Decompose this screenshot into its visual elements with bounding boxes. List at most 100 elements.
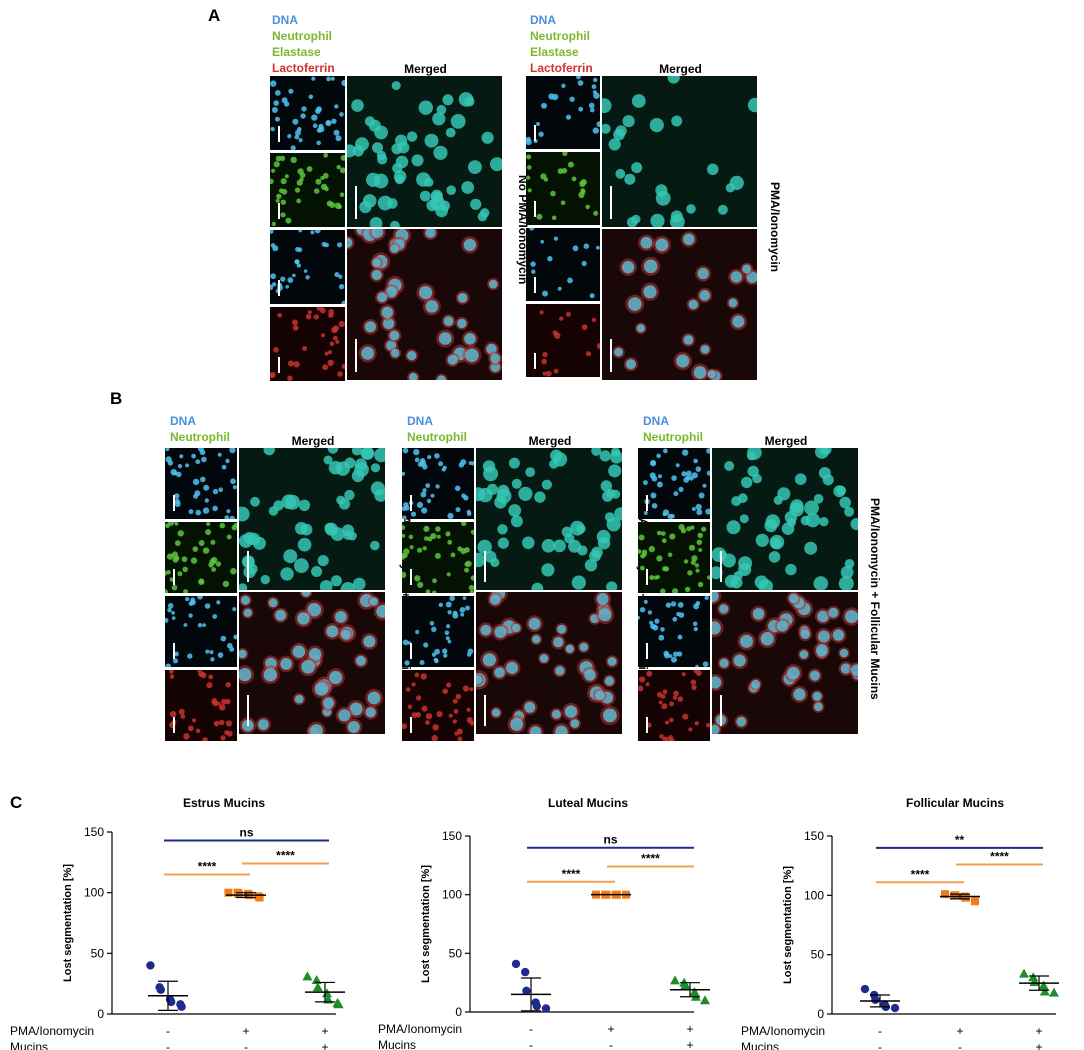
stain-legend: DNA Neutrophil Elastase Lactoferrin: [272, 12, 335, 76]
merged-lf-tile: [712, 592, 858, 734]
data-point: [1019, 968, 1029, 978]
significance-label: ns: [239, 825, 253, 839]
legend-lactoferrin: Lactoferrin: [272, 61, 335, 75]
merged-lf-tile: [239, 592, 385, 734]
data-point: [333, 999, 344, 1009]
dna-tile: [638, 448, 710, 519]
merged-lf-tile: [602, 229, 757, 380]
data-point: [323, 994, 334, 1004]
y-axis-label: Lost segmentation [%]: [782, 866, 794, 984]
chart-title: Follicular Mucins: [906, 796, 1004, 810]
elastase-tile: [270, 153, 345, 227]
mucins-sign: -: [166, 1040, 170, 1050]
data-point: [871, 995, 880, 1004]
mucins-sign: -: [609, 1038, 613, 1050]
scale-bar: [534, 353, 536, 369]
data-point: [941, 890, 949, 899]
data-point: [961, 893, 970, 902]
elastase-tile: [165, 522, 237, 593]
scale-bar: [534, 201, 536, 217]
mucins-sign: +: [686, 1038, 693, 1050]
data-point: [224, 888, 233, 897]
pma-sign: -: [878, 1024, 882, 1038]
dna-tile: [402, 448, 474, 519]
elastase-tile: [526, 152, 600, 225]
significance-label: ****: [198, 859, 217, 873]
scale-bar: [278, 280, 280, 296]
data-point: [234, 889, 243, 898]
significance-label: ****: [641, 852, 660, 866]
mucins-sign: -: [878, 1040, 882, 1050]
scale-bar: [173, 717, 175, 733]
merged-ne-tile: [239, 448, 385, 590]
dna-tile: [402, 596, 474, 667]
pma-sign: +: [607, 1022, 614, 1036]
lactoferrin-tile: [638, 670, 710, 741]
row-label-mucins: Mucins: [10, 1040, 48, 1050]
merged-ne-tile: [347, 76, 502, 227]
scale-bar: [278, 203, 280, 219]
legend-dna: DNA: [530, 13, 556, 27]
dna-tile: [526, 76, 600, 149]
y-axis-label: Lost segmentation [%]: [62, 864, 74, 982]
lactoferrin-tile: [526, 304, 600, 377]
y-tick-label: 150: [442, 829, 462, 843]
scale-bar: [355, 186, 357, 219]
y-axis-label: Lost segmentation [%]: [420, 865, 432, 983]
y-tick-label: 150: [84, 825, 104, 839]
lactoferrin-tile: [270, 307, 345, 381]
merged-lf-tile: [476, 592, 622, 734]
mucins-sign: +: [1035, 1040, 1042, 1050]
pma-sign: +: [242, 1024, 249, 1038]
significance-label: ****: [911, 867, 930, 881]
scale-bar: [646, 569, 648, 585]
data-point: [167, 997, 176, 1007]
data-point: [700, 995, 710, 1005]
scale-bar: [278, 357, 280, 373]
significance-label: ns: [603, 833, 617, 847]
y-tick-label: 0: [97, 1007, 104, 1021]
scale-bar: [534, 277, 536, 293]
legend-lactoferrin: Lactoferrin: [530, 61, 593, 75]
legend-neutrophil: Neutrophil: [407, 430, 467, 444]
chart-0: Estrus Mucins 0 50 100 150 Lost segmentation …: [10, 796, 345, 1050]
significance-label: ****: [276, 849, 295, 863]
dna-tile: [526, 228, 600, 301]
merged-label: Merged: [528, 434, 572, 448]
data-point: [670, 975, 680, 985]
mucins-sign: -: [958, 1040, 962, 1050]
y-tick-label: 100: [442, 888, 462, 902]
data-point: [680, 980, 691, 990]
significance-label: **: [955, 833, 965, 847]
pma-sign: +: [686, 1022, 693, 1036]
elastase-tile: [638, 522, 710, 593]
stain-legend: DNA Neutrophil Elastase Lactoferrin: [530, 12, 593, 76]
data-point: [521, 967, 530, 977]
pma-sign: -: [529, 1022, 533, 1036]
panel-letter-b: B: [110, 389, 123, 408]
merged-ne-tile: [476, 448, 622, 590]
scale-bar: [720, 551, 722, 582]
merged-label: Merged: [764, 434, 808, 448]
legend-neutrophil: Neutrophil: [530, 29, 590, 43]
dna-tile: [165, 596, 237, 667]
chart-1: Luteal Mucins 0 50 100 150 Lost segmentation …: [378, 796, 710, 1050]
y-tick-label: 0: [455, 1005, 462, 1019]
legend-dna: DNA: [407, 414, 433, 428]
panel-letter-a: A: [208, 6, 221, 25]
data-point: [177, 1002, 186, 1011]
data-point: [146, 961, 155, 970]
data-point: [511, 959, 521, 969]
dna-tile: [270, 76, 345, 150]
dna-tile: [270, 230, 345, 304]
data-point: [522, 986, 531, 996]
scale-bar: [173, 495, 175, 511]
y-tick-label: 50: [811, 948, 825, 962]
row-label-pma: PMA/Ionomycin: [378, 1022, 462, 1036]
scale-bar: [410, 495, 412, 511]
data-point: [1049, 987, 1059, 997]
merged-ne-tile: [712, 448, 858, 590]
scale-bar: [646, 643, 648, 659]
chart-2: Follicular Mucins 0 50 100 150 Lost segmentat…: [741, 796, 1059, 1050]
significance-label: ****: [562, 867, 581, 881]
